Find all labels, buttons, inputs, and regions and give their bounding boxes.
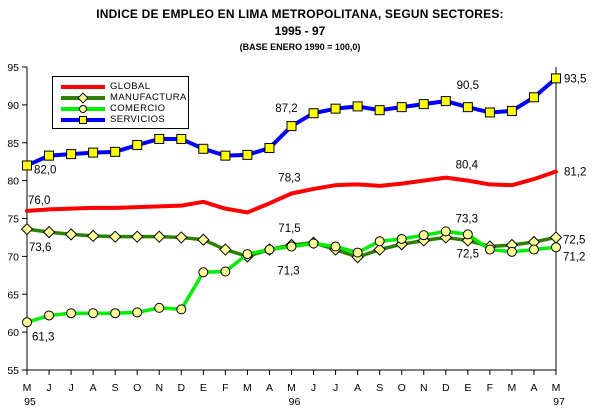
data-label: 71,3 [277, 266, 299, 278]
legend-label: COMERCIO [110, 103, 166, 114]
x-tick-label: M [552, 382, 561, 394]
data-label: 71,5 [278, 223, 300, 235]
series-GLOBAL [25, 169, 558, 215]
x-tick-label: A [90, 382, 97, 394]
y-tick-label: 70 [7, 251, 19, 263]
legend-label: GLOBAL [110, 81, 151, 92]
x-tick-label: J [46, 382, 51, 394]
x-tick-label: J [311, 382, 316, 394]
legend-item-manufactura: MANUFACTURA [61, 91, 188, 104]
x-tick-label: M [23, 382, 32, 394]
data-label: 78,3 [278, 173, 300, 185]
series-line-GLOBAL [25, 169, 558, 215]
y-tick-label: 95 [7, 62, 19, 74]
x-tick-label: M [243, 382, 252, 394]
legend-line-sample [61, 115, 105, 124]
y-tick-label: 80 [7, 176, 19, 188]
x-tick-label: D [177, 382, 185, 394]
series-SERVICIOS [22, 73, 561, 171]
annotations: 82,0 76,0 73,6 61,3 87,2 78,3 71,5 71,3 90,5 80,4… [28, 73, 586, 343]
legend-line-sample [61, 84, 105, 89]
data-label: 61,3 [32, 331, 54, 343]
chart-subtitle-base: (BASE ENERO 1990 = 100,0) [239, 42, 361, 52]
x-tick-label: S [112, 382, 119, 394]
x-tick-label: E [200, 382, 207, 394]
legend: GLOBAL MANUFACTURA COMERCIO SERVICIOS [52, 76, 189, 129]
y-tick-label: 90 [7, 100, 19, 112]
x-tick-label: F [222, 382, 228, 394]
x-tick-label: N [155, 382, 163, 394]
y-tick-label: 85 [7, 138, 19, 150]
x-tick-label: N [420, 382, 428, 394]
x-tick-label: A [354, 382, 361, 394]
legend-label: MANUFACTURA [110, 92, 187, 103]
x-tick-label: D [442, 382, 450, 394]
x-year-label: 97 [553, 396, 565, 408]
legend-label: SERVICIOS [110, 114, 166, 125]
data-label: 93,5 [564, 73, 586, 85]
x-tick-label: O [133, 382, 141, 394]
y-tick-label: 65 [7, 289, 19, 301]
series-COMERCIO [22, 226, 561, 328]
x-tick-label: O [398, 382, 406, 394]
data-label: 76,0 [28, 195, 50, 207]
legend-line-sample [61, 104, 105, 113]
data-label: 72,5 [563, 234, 585, 246]
data-label: 71,2 [563, 251, 585, 263]
data-label: 80,4 [456, 160, 479, 172]
legend-square-marker-icon [79, 115, 87, 124]
x-axis: M J J A S O N D E F M A M J J A S O N D E F M A M 95 96 97 [23, 370, 565, 408]
legend-diamond-marker-icon [77, 91, 89, 104]
data-label: 72,5 [457, 248, 479, 260]
x-tick-label: M [287, 382, 296, 394]
chart-title: INDICE DE EMPLEO EN LIMA METROPOLITANA, … [96, 7, 504, 21]
x-tick-label: J [333, 382, 338, 394]
x-tick-label: A [266, 382, 273, 394]
x-tick-label: J [68, 382, 73, 394]
x-tick-label: E [464, 382, 471, 394]
chart-title-years: 1995 - 97 [274, 24, 326, 38]
x-tick-label: F [487, 382, 493, 394]
x-year-label: 96 [289, 396, 301, 408]
x-tick-label: M [508, 382, 517, 394]
data-label: 82,0 [34, 164, 56, 176]
data-label: 90,5 [457, 80, 479, 92]
x-tick-label: S [376, 382, 383, 394]
x-year-label: 95 [24, 396, 36, 408]
data-label: 87,2 [275, 103, 297, 115]
data-label: 73,3 [456, 213, 478, 225]
y-tick-label: 55 [7, 365, 19, 377]
legend-item-global: GLOBAL [61, 81, 188, 92]
y-tick-label: 60 [7, 327, 19, 339]
data-label: 73,6 [29, 242, 51, 254]
legend-line-sample [61, 91, 105, 104]
legend-item-servicios: SERVICIOS [61, 114, 188, 125]
x-tick-label: A [530, 382, 537, 394]
y-axis: 55 60 65 70 75 80 85 90 95 [7, 62, 27, 377]
y-tick-label: 75 [7, 214, 19, 226]
legend-circle-marker-icon [79, 104, 87, 113]
legend-item-comercio: COMERCIO [61, 103, 188, 114]
data-label: 81,2 [564, 167, 586, 179]
